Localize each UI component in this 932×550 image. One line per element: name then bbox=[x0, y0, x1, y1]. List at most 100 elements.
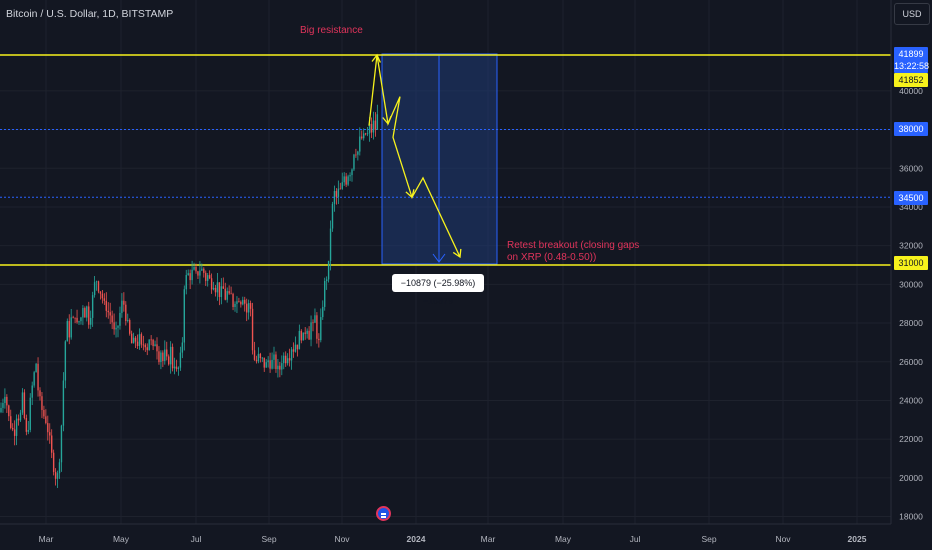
candle-body bbox=[43, 409, 45, 417]
annotation-retest-line2[interactable]: on XRP (0.48-0.50)) bbox=[507, 252, 597, 263]
candle-body bbox=[175, 366, 178, 369]
candle-body bbox=[125, 304, 127, 321]
candle-body bbox=[88, 306, 90, 325]
candle-body bbox=[230, 293, 232, 295]
candle-body bbox=[140, 334, 143, 345]
candle-body bbox=[320, 317, 322, 341]
candle-body bbox=[300, 330, 302, 341]
candle-body bbox=[312, 322, 314, 324]
us-flag-icon[interactable] bbox=[376, 506, 391, 521]
price-tick-label: 24000 bbox=[899, 395, 923, 405]
price-tick-label: 26000 bbox=[899, 357, 923, 367]
horizontal-levels bbox=[0, 54, 891, 266]
candle-body bbox=[222, 286, 224, 289]
candle-body bbox=[201, 268, 203, 271]
candle-body bbox=[130, 333, 133, 344]
candle-body bbox=[318, 338, 320, 341]
candle-body bbox=[353, 154, 355, 170]
symbol-title[interactable]: Bitcoin / U.S. Dollar, 1D, BITSTAMP bbox=[6, 8, 174, 20]
candle-body bbox=[203, 268, 205, 273]
candle-body bbox=[105, 300, 107, 311]
arrowhead-icon bbox=[452, 248, 462, 259]
candle-body bbox=[368, 123, 371, 134]
candle-body bbox=[247, 303, 250, 313]
candle-body bbox=[119, 312, 121, 326]
candle-body bbox=[279, 365, 281, 370]
candle-body bbox=[363, 133, 365, 139]
candle-body bbox=[210, 278, 213, 290]
candle-body bbox=[347, 176, 349, 185]
candle-body bbox=[97, 281, 100, 292]
measure-arrow-head bbox=[432, 253, 446, 263]
candle-body bbox=[35, 363, 37, 373]
candle-body bbox=[355, 154, 357, 156]
candle-body bbox=[169, 346, 172, 365]
candle-body bbox=[134, 337, 137, 342]
candle-body bbox=[117, 325, 119, 328]
candle-body bbox=[199, 270, 201, 276]
candle-body bbox=[181, 342, 184, 353]
candle-body bbox=[138, 334, 141, 347]
candle-body bbox=[249, 303, 252, 309]
time-tick-label: May bbox=[113, 534, 130, 544]
candle-body bbox=[29, 397, 31, 430]
candle-body bbox=[13, 429, 16, 436]
candle-body bbox=[308, 330, 310, 340]
candle-body bbox=[240, 301, 242, 305]
candle-body bbox=[261, 357, 263, 359]
candle-body bbox=[288, 358, 291, 361]
candle-body bbox=[129, 320, 131, 334]
candle-body bbox=[45, 416, 47, 424]
candle-body bbox=[54, 471, 57, 479]
candle-body bbox=[173, 366, 176, 369]
price-tick-label: 36000 bbox=[899, 163, 923, 173]
candle-body bbox=[17, 418, 20, 421]
candle-body bbox=[224, 288, 226, 300]
candle-body bbox=[306, 330, 308, 334]
time-axis[interactable]: Mar May Jul Sep Nov 2024 Mar May Jul Sep Nov 2025 bbox=[0, 523, 932, 550]
candle-body bbox=[25, 418, 28, 432]
time-tick-label: Jul bbox=[630, 534, 641, 544]
candle-body bbox=[310, 322, 312, 340]
time-tick-label: 2025 bbox=[848, 534, 867, 544]
candle-body bbox=[78, 321, 80, 323]
candle-body bbox=[113, 322, 115, 330]
candle-body bbox=[351, 169, 353, 176]
annotation-big-resistance[interactable]: Big resistance bbox=[300, 25, 363, 36]
time-tick-label: Nov bbox=[334, 534, 350, 544]
candle-body bbox=[86, 306, 88, 318]
projection-path[interactable] bbox=[368, 54, 461, 258]
candle-body bbox=[49, 432, 51, 436]
candle-body bbox=[271, 359, 273, 369]
time-tick-label: Jul bbox=[191, 534, 202, 544]
projection-arrow[interactable] bbox=[368, 53, 462, 259]
candle-body bbox=[329, 228, 332, 261]
candle-body bbox=[27, 429, 29, 432]
candle-body bbox=[183, 289, 185, 343]
price-tick-label: 34000 bbox=[899, 202, 923, 212]
candle-body bbox=[0, 407, 2, 413]
candle-body bbox=[8, 405, 10, 417]
candle-body bbox=[325, 279, 328, 282]
candle-body bbox=[290, 349, 293, 361]
candle-body bbox=[364, 133, 367, 135]
price-tick-label: 22000 bbox=[899, 434, 923, 444]
price-tick-label: 20000 bbox=[899, 473, 923, 483]
candle-body bbox=[292, 349, 295, 352]
candle-body bbox=[160, 352, 162, 363]
candle-body bbox=[212, 287, 215, 290]
candle-body bbox=[33, 372, 35, 386]
candle-body bbox=[72, 317, 74, 319]
candle-body bbox=[207, 275, 209, 281]
candle-body bbox=[242, 299, 244, 305]
candle-body bbox=[191, 269, 193, 281]
currency-button[interactable]: USD bbox=[894, 3, 930, 25]
annotation-retest-line1[interactable]: Retest breakout (closing gaps bbox=[507, 240, 640, 251]
candle-body bbox=[127, 320, 129, 321]
price-tick-label: 18000 bbox=[899, 512, 923, 522]
candle-body bbox=[359, 136, 361, 152]
candle-body bbox=[164, 349, 166, 361]
candle-body bbox=[236, 301, 238, 304]
candle-body bbox=[15, 418, 18, 436]
